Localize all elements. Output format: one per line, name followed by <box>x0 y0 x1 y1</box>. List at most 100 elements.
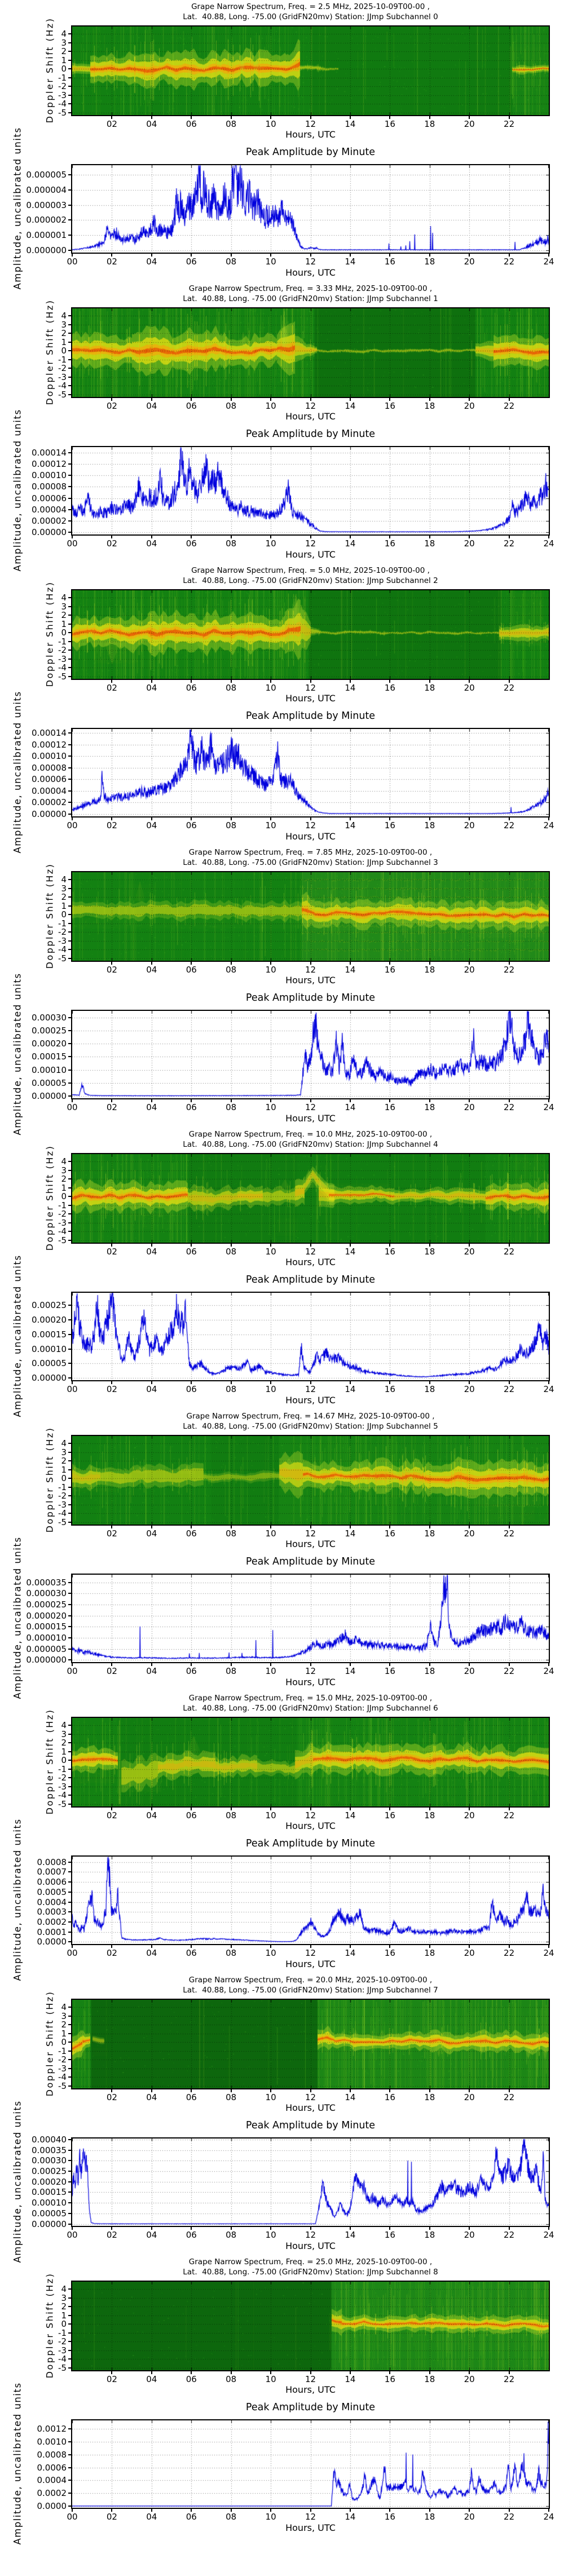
spectrogram-title-line2: Lat. 40.88, Long. -75.00 (GridFN20mv) St… <box>183 12 438 21</box>
x-tick-label: 20 <box>464 538 475 549</box>
x-tick-mark <box>548 1099 549 1102</box>
y-tick-mark <box>68 1069 71 1071</box>
x-tick-mark <box>270 1526 272 1528</box>
x-tick-mark <box>111 2089 113 2092</box>
x-tick-mark <box>548 1663 549 1666</box>
x-tick-label: 18 <box>424 538 435 549</box>
spectrogram-title-line2: Lat. 40.88, Long. -75.00 (GridFN20mv) St… <box>183 1140 438 1149</box>
amplitude-canvas-0 <box>72 165 549 253</box>
y-tick-label: 3 <box>61 883 67 894</box>
y-tick-mark <box>68 1213 71 1215</box>
x-tick-label: 16 <box>384 1528 395 1539</box>
x-tick-mark <box>349 818 351 820</box>
y-tick-label: 3 <box>61 1729 67 1739</box>
x-tick-mark <box>230 1945 232 1948</box>
y-tick-label: -2 <box>58 1491 67 1501</box>
y-tick-mark <box>68 1363 71 1364</box>
y-tick-label: 0.00030 <box>31 2155 67 2166</box>
y-tick-mark <box>68 1521 71 1523</box>
x-tick-label: 12 <box>305 257 316 267</box>
y-tick-label: -3 <box>58 653 67 664</box>
y-tick-mark <box>68 1637 71 1639</box>
x-tick-label: 16 <box>384 1810 395 1821</box>
y-tick-mark <box>68 667 71 669</box>
y-tick-label: -1 <box>58 1764 67 1774</box>
x-tick-mark <box>389 1808 391 1810</box>
x-tick-mark <box>469 398 470 401</box>
y-tick-mark <box>68 2067 71 2069</box>
y-tick-label: 4 <box>61 2002 67 2013</box>
x-tick-label: 04 <box>146 1666 157 1676</box>
y-tick-label: 0.00000 <box>31 808 67 819</box>
x-tick-label: 12 <box>305 1102 316 1112</box>
y-tick-label: -3 <box>58 1217 67 1228</box>
x-tick-mark <box>151 1808 152 1810</box>
y-tick-label: 0.00035 <box>31 2145 67 2155</box>
y-tick-label: 0.000005 <box>26 1643 67 1654</box>
y-tick-label: 0.0008 <box>37 2449 67 2460</box>
y-tick-mark <box>68 2076 71 2078</box>
y-tick-label: 2 <box>61 892 67 903</box>
y-tick-label: 1 <box>61 1746 67 1757</box>
x-tick-mark <box>508 2227 510 2230</box>
x-tick-label: 22 <box>504 401 515 411</box>
x-tick-label: 06 <box>186 401 197 411</box>
x-tick-mark <box>508 398 510 401</box>
x-tick-label: 02 <box>106 2374 117 2384</box>
x-tick-label: 20 <box>464 1102 475 1112</box>
x-tick-mark <box>230 536 232 538</box>
x-tick-label: 04 <box>146 1948 157 1958</box>
y-tick-mark <box>68 350 71 352</box>
y-tick-mark <box>68 1911 71 1913</box>
y-tick-mark <box>68 732 71 734</box>
y-tick-mark <box>68 813 71 815</box>
y-tick-mark <box>68 68 71 70</box>
amplitude-block-6: Peak Amplitude by Minute Amplitude, uncal… <box>0 1818 564 1981</box>
y-tick-mark <box>68 1659 71 1661</box>
y-tick-label: 0.00006 <box>31 774 67 785</box>
x-tick-label: 06 <box>186 538 197 549</box>
x-axis-label: Hours, UTC <box>285 1257 336 1267</box>
x-tick-label: 18 <box>424 2374 435 2384</box>
y-tick-label: 3 <box>61 1165 67 1176</box>
y-tick-mark <box>68 1891 71 1893</box>
y-tick-mark <box>68 1861 71 1863</box>
x-tick-label: 10 <box>265 683 276 693</box>
x-tick-mark <box>151 2227 152 2230</box>
y-tick-mark <box>68 249 71 251</box>
x-tick-mark <box>349 398 351 401</box>
x-tick-label: 04 <box>146 820 157 830</box>
x-tick-mark <box>111 1381 113 1384</box>
y-tick-label: 2 <box>61 328 67 339</box>
x-tick-label: 24 <box>543 538 554 549</box>
x-tick-label: 24 <box>543 820 554 830</box>
spectrogram-canvas-8 <box>72 2282 549 2370</box>
x-tick-mark <box>72 254 73 257</box>
x-tick-label: 08 <box>226 257 237 267</box>
y-tick-mark <box>68 385 71 387</box>
y-tick-label: -3 <box>58 1781 67 1792</box>
y-tick-mark <box>68 2024 71 2026</box>
x-tick-label: 24 <box>543 2512 554 2522</box>
x-tick-mark <box>111 1945 113 1948</box>
y-tick-label: -5 <box>58 389 67 400</box>
amplitude-title: Peak Amplitude by Minute <box>245 1838 376 1849</box>
x-tick-label: 02 <box>106 538 117 549</box>
x-tick-label: 16 <box>384 538 395 549</box>
x-tick-label: 02 <box>106 1666 117 1676</box>
x-tick-mark <box>508 1663 510 1666</box>
x-tick-label: 20 <box>464 965 475 975</box>
y-tick-mark <box>68 2349 71 2351</box>
y-tick-label: -4 <box>58 381 67 391</box>
y-tick-label: -4 <box>58 662 67 673</box>
spectrogram-title-line1: Grape Narrow Spectrum, Freq. = 15.0 MHz,… <box>188 1694 433 1703</box>
x-tick-mark <box>429 398 430 401</box>
y-tick-mark <box>68 531 71 533</box>
x-tick-label: 12 <box>305 1247 316 1257</box>
x-tick-label: 14 <box>345 2230 356 2240</box>
y-tick-label: 0.00000 <box>31 1091 67 1102</box>
x-tick-mark <box>469 1808 470 1810</box>
x-tick-label: 14 <box>345 2092 356 2102</box>
x-tick-label: 12 <box>305 2374 316 2384</box>
x-tick-label: 12 <box>305 965 316 975</box>
